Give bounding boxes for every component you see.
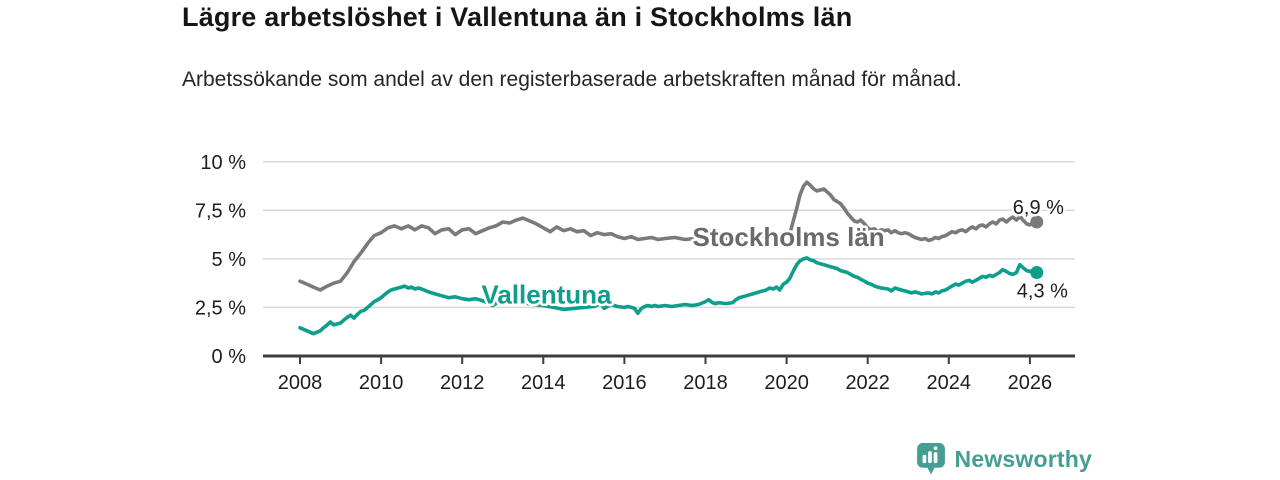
- x-axis-tick-label: 2018: [683, 372, 728, 394]
- stockholm-end-value-label: 6,9 %: [1013, 197, 1064, 219]
- vallentuna-end-value-label: 4,3 %: [1017, 281, 1068, 303]
- newsworthy-logo: Newsworthy: [916, 442, 1092, 476]
- x-axis-tick-label: 2026: [1008, 372, 1053, 394]
- y-axis-tick-label: 0 %: [212, 346, 247, 368]
- x-axis-tick-label: 2022: [845, 372, 890, 394]
- vallentuna-series-label: Vallentuna: [481, 279, 612, 309]
- y-axis-tick-label: 2,5 %: [195, 297, 246, 319]
- x-axis-tick-label: 2024: [927, 372, 972, 394]
- x-axis-tick-label: 2016: [602, 372, 647, 394]
- y-axis-tick-label: 10 %: [200, 152, 246, 174]
- bar-chart-speech-bubble-icon: [916, 443, 945, 475]
- page-title: Lägre arbetslöshet i Vallentuna än i Sto…: [182, 2, 853, 32]
- vallentuna-end-dot: [1030, 266, 1044, 279]
- stockholm-end-dot: [1030, 215, 1044, 229]
- vallentuna-line: [298, 256, 1039, 336]
- logo-bar-tall: [927, 451, 932, 464]
- x-axis-tick-label: 2014: [521, 372, 566, 394]
- y-axis-tick-label: 7,5 %: [195, 200, 246, 222]
- x-axis-tick-label: 2008: [278, 372, 323, 394]
- y-axis-tick-label: 5 %: [212, 249, 247, 271]
- logo-bar-exclamation: [933, 452, 937, 464]
- x-axis-tick-label: 2010: [359, 372, 404, 394]
- logo-exclamation-dot: [933, 446, 937, 450]
- stockholm-line: [298, 180, 1039, 292]
- x-axis-tick-label: 2012: [440, 372, 485, 394]
- page-subtitle: Arbetssökande som andel av den registerb…: [182, 68, 962, 91]
- brand-name: Newsworthy: [954, 445, 1092, 472]
- stockholm-series-label: Stockholms län: [693, 222, 885, 252]
- x-axis-tick-label: 2020: [764, 372, 809, 394]
- logo-bar-short: [922, 454, 926, 464]
